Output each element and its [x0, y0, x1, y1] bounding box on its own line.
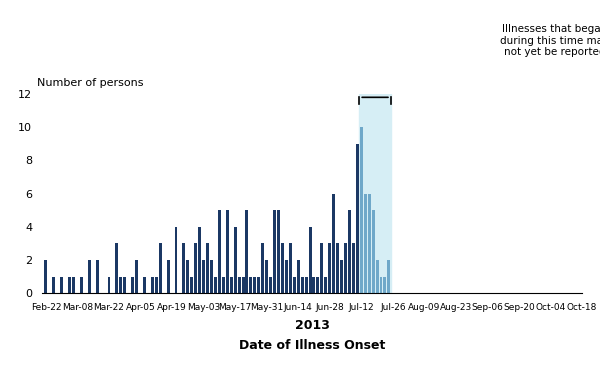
- Bar: [187, 260, 190, 293]
- Bar: [123, 277, 126, 293]
- Bar: [297, 260, 299, 293]
- Bar: [72, 277, 75, 293]
- Bar: [52, 277, 55, 293]
- Bar: [383, 277, 386, 293]
- Bar: [376, 260, 379, 293]
- Bar: [115, 244, 118, 293]
- Bar: [348, 210, 351, 293]
- Bar: [198, 227, 201, 293]
- Bar: [313, 277, 316, 293]
- Bar: [182, 244, 185, 293]
- Bar: [336, 244, 339, 293]
- Bar: [151, 277, 154, 293]
- Bar: [325, 277, 327, 293]
- Bar: [88, 260, 91, 293]
- Bar: [131, 277, 134, 293]
- Bar: [80, 277, 83, 293]
- Bar: [230, 277, 233, 293]
- Bar: [253, 277, 256, 293]
- Bar: [388, 260, 391, 293]
- Bar: [233, 227, 236, 293]
- Bar: [222, 277, 225, 293]
- Bar: [332, 194, 335, 293]
- Bar: [245, 210, 248, 293]
- Bar: [285, 260, 288, 293]
- Bar: [107, 277, 110, 293]
- Bar: [305, 277, 308, 293]
- Bar: [289, 244, 292, 293]
- Bar: [238, 277, 241, 293]
- Bar: [218, 210, 221, 293]
- Bar: [352, 244, 355, 293]
- Bar: [368, 194, 371, 293]
- Bar: [371, 210, 374, 293]
- Bar: [159, 244, 162, 293]
- Bar: [301, 277, 304, 293]
- Bar: [257, 277, 260, 293]
- Bar: [167, 260, 170, 293]
- Bar: [316, 277, 319, 293]
- Text: 2013: 2013: [295, 319, 329, 332]
- Bar: [364, 194, 367, 293]
- Bar: [293, 277, 296, 293]
- Bar: [308, 227, 311, 293]
- Bar: [261, 244, 264, 293]
- Bar: [202, 260, 205, 293]
- Text: Date of Illness Onset: Date of Illness Onset: [239, 339, 385, 352]
- Bar: [190, 277, 193, 293]
- Bar: [344, 244, 347, 293]
- Bar: [328, 244, 331, 293]
- Bar: [210, 260, 213, 293]
- Bar: [360, 127, 363, 293]
- Bar: [269, 277, 272, 293]
- Bar: [135, 260, 138, 293]
- Bar: [265, 260, 268, 293]
- Bar: [155, 277, 158, 293]
- Bar: [194, 244, 197, 293]
- Bar: [281, 244, 284, 293]
- Bar: [242, 277, 245, 293]
- Bar: [119, 277, 122, 293]
- Bar: [60, 277, 63, 293]
- Text: Number of persons: Number of persons: [37, 78, 143, 88]
- Bar: [226, 210, 229, 293]
- Bar: [340, 260, 343, 293]
- Bar: [273, 210, 276, 293]
- Bar: [320, 244, 323, 293]
- Bar: [44, 260, 47, 293]
- Bar: [214, 277, 217, 293]
- Bar: [356, 144, 359, 293]
- Bar: [277, 210, 280, 293]
- Bar: [206, 244, 209, 293]
- Bar: [250, 277, 253, 293]
- Bar: [68, 277, 71, 293]
- Text: Illnesses that began
during this time may
not yet be reported: Illnesses that began during this time ma…: [500, 24, 600, 58]
- Bar: [380, 277, 382, 293]
- Bar: [96, 260, 98, 293]
- Bar: [143, 277, 146, 293]
- Bar: [175, 227, 178, 293]
- Bar: [359, 94, 391, 293]
